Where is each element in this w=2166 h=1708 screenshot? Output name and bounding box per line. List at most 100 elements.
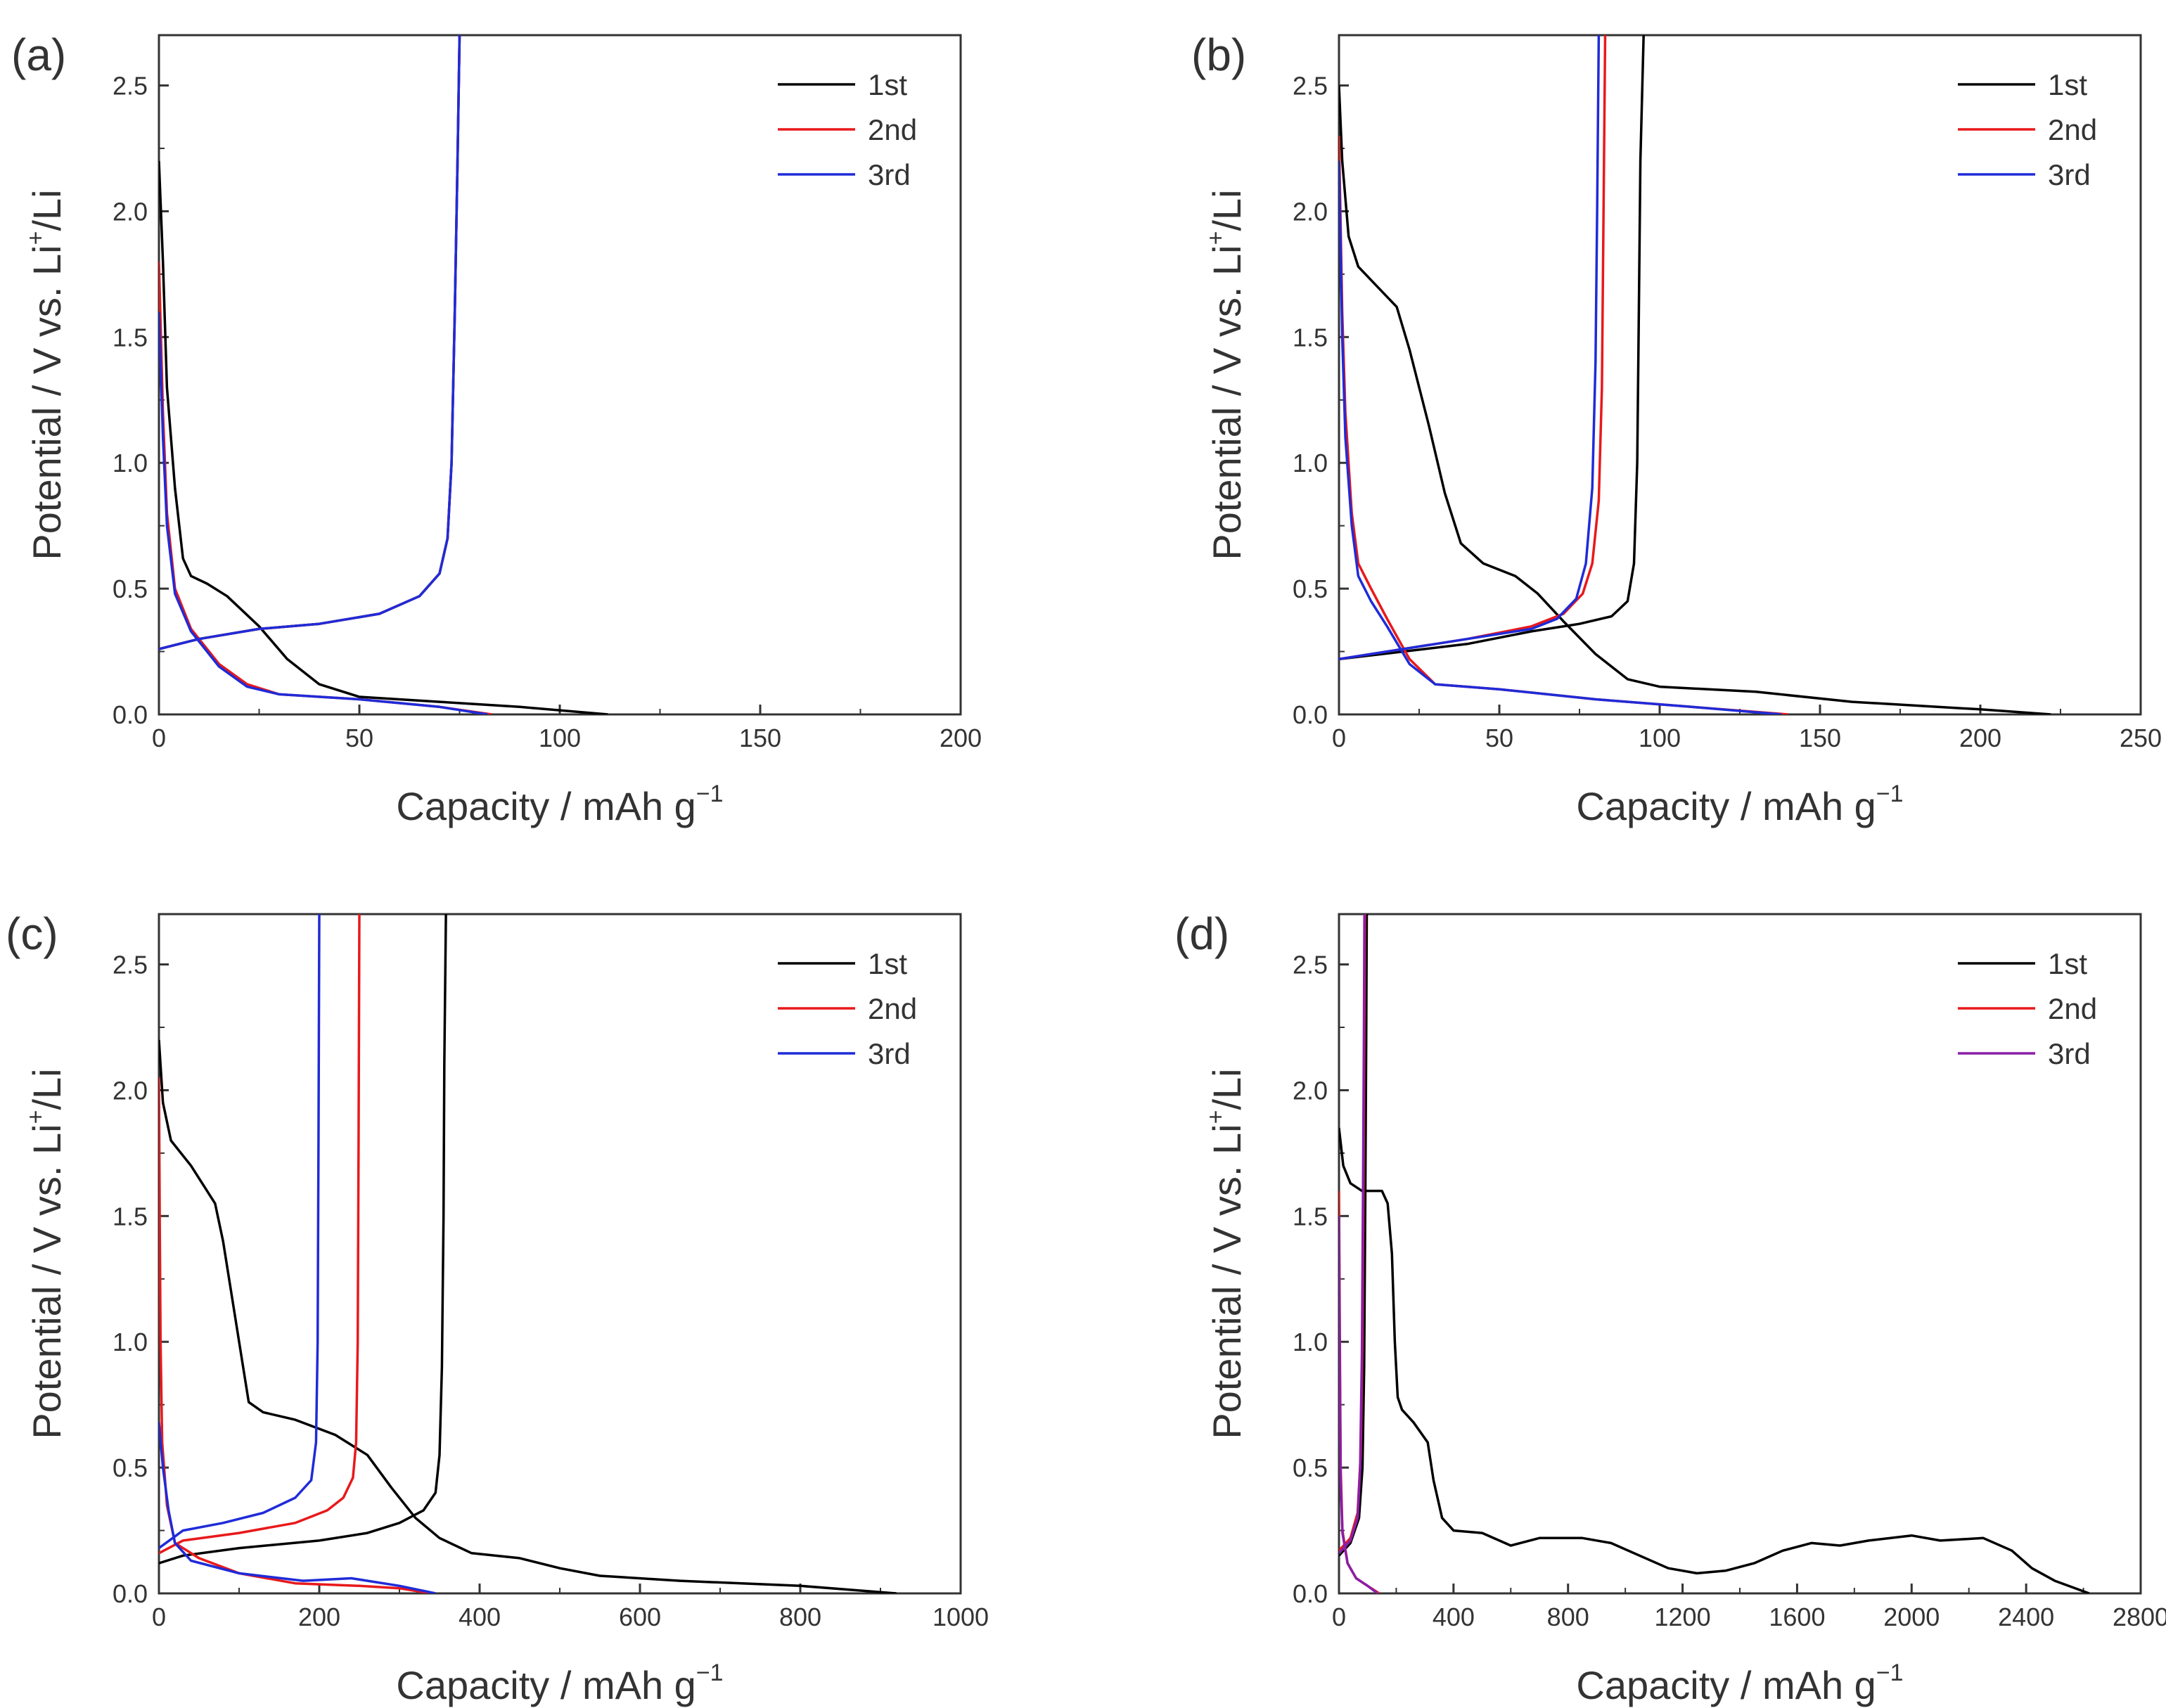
x-tick-label: 2000 (1883, 1603, 1940, 1631)
legend: 1st 2nd 3rd (778, 68, 917, 191)
legend-label: 2nd (2048, 113, 2097, 146)
y-tick-label: 0.5 (1293, 574, 1328, 603)
panel-b: (b) 0 50 100 150 200 250 0.0 0.5 1.0 1.5 2.0 2.5 C… (1191, 30, 2162, 828)
series-1st-discharge-line (159, 1039, 897, 1593)
series-1st-charge-line (159, 914, 447, 1565)
y-tick-label: 2.0 (1293, 1076, 1328, 1105)
legend-label: 1st (2048, 947, 2087, 980)
legend-label: 2nd (868, 113, 917, 146)
series-3rd-charge-line (1339, 35, 1601, 661)
x-tick-label: 0 (1332, 1603, 1346, 1631)
x-tick-label: 150 (739, 724, 781, 752)
x-tick-label: 150 (1799, 724, 1841, 752)
y-tick-label: 0.5 (1293, 1453, 1328, 1482)
x-tick-labels: 0 50 100 150 200 (152, 724, 982, 752)
x-tick-label: 200 (1959, 724, 2001, 752)
panel-label: (d) (1174, 908, 1229, 959)
series-3rd-discharge-line (159, 312, 488, 714)
x-axis-title: Capacity / mAh g−1 (396, 781, 723, 828)
series-2nd-discharge-line (159, 1077, 432, 1593)
y-tick-label: 2.0 (113, 197, 148, 226)
legend-label: 3rd (868, 158, 911, 191)
y-tick-label: 2.5 (113, 72, 148, 101)
x-tick-labels: 0 200 400 600 800 1000 (152, 1603, 989, 1631)
x-tick-label: 100 (539, 724, 581, 752)
x-tick-label: 0 (1332, 724, 1346, 752)
plot-area (159, 914, 897, 1593)
y-axis-title: Potential / V vs. Li+/Li (23, 189, 69, 560)
series-1st-discharge-line (1339, 85, 2051, 714)
panel-label: (b) (1191, 30, 1246, 80)
legend-label: 1st (868, 947, 907, 980)
x-tick-label: 100 (1639, 724, 1681, 752)
legend: 1st 2nd 3rd (1958, 68, 2097, 191)
y-tick-label: 1.5 (1293, 323, 1328, 352)
x-tick-label: 800 (1547, 1603, 1589, 1631)
legend-label: 3rd (2048, 1037, 2091, 1070)
panel-d: (d) 0 400 800 1200 1600 2000 2400 2800 0.0 0.5 1.… (1174, 908, 2166, 1707)
y-tick-label: 0.0 (1293, 1579, 1328, 1608)
legend: 1st 2nd 3rd (778, 947, 917, 1070)
legend-label: 1st (868, 68, 907, 101)
x-tick-label: 1600 (1769, 1603, 1825, 1631)
x-tick-label: 0 (152, 1603, 166, 1631)
axis-ticks (158, 84, 962, 716)
x-tick-label: 1200 (1655, 1603, 1711, 1631)
series-1st-charge-line (1339, 35, 1645, 661)
y-tick-labels: 0.0 0.5 1.0 1.5 2.0 2.5 (1293, 72, 1328, 729)
series-2nd-charge-line (159, 914, 361, 1555)
y-tick-label: 2.0 (1293, 197, 1328, 226)
y-tick-label: 2.0 (113, 1076, 148, 1105)
x-tick-labels: 0 400 800 1200 1600 2000 2400 2800 (1332, 1603, 2166, 1631)
legend: 1st 2nd 3rd (1958, 947, 2097, 1070)
series-3rd-charge-line (159, 914, 321, 1550)
y-tick-label: 1.5 (113, 1202, 148, 1231)
y-axis-title: Potential / V vs. Li+/Li (23, 1068, 69, 1439)
axis-ticks (1338, 963, 2142, 1595)
legend-label: 2nd (868, 992, 917, 1025)
x-axis-title: Capacity / mAh g−1 (396, 1659, 723, 1707)
x-tick-label: 400 (459, 1603, 501, 1631)
x-tick-labels: 0 50 100 150 200 250 (1332, 724, 2162, 752)
y-axis-title: Potential / V vs. Li+/Li (1203, 189, 1249, 560)
panel-label: (c) (6, 908, 58, 959)
y-tick-label: 1.0 (113, 1328, 148, 1356)
y-axis-title: Potential / V vs. Li+/Li (1203, 1068, 1249, 1439)
x-tick-label: 1000 (933, 1603, 989, 1631)
y-tick-labels: 0.0 0.5 1.0 1.5 2.0 2.5 (1293, 951, 1328, 1608)
y-tick-label: 0.5 (113, 1453, 148, 1482)
y-tick-label: 2.5 (113, 951, 148, 980)
legend-label: 1st (2048, 68, 2087, 101)
y-tick-labels: 0.0 0.5 1.0 1.5 2.0 2.5 (113, 72, 148, 729)
y-tick-label: 0.0 (113, 1579, 148, 1608)
x-tick-label: 250 (2120, 724, 2162, 752)
y-tick-label: 1.0 (113, 449, 148, 477)
x-tick-label: 200 (940, 724, 982, 752)
x-tick-label: 800 (779, 1603, 821, 1631)
series-1st-discharge-line (159, 160, 608, 714)
x-tick-label: 50 (1485, 724, 1513, 752)
y-tick-label: 1.5 (1293, 1202, 1328, 1231)
series-3rd-charge-line (1339, 914, 1366, 1554)
series-3rd-charge-line (159, 35, 461, 650)
y-tick-label: 1.0 (1293, 1328, 1328, 1356)
x-tick-label: 0 (152, 724, 166, 752)
series-3rd-discharge-line (159, 1422, 436, 1593)
x-tick-label: 600 (619, 1603, 661, 1631)
y-tick-label: 0.5 (113, 574, 148, 603)
y-tick-label: 2.5 (1293, 72, 1328, 101)
legend-label: 3rd (2048, 158, 2091, 191)
x-axis-title: Capacity / mAh g−1 (1576, 781, 1903, 828)
panel-label: (a) (11, 30, 66, 80)
legend-label: 3rd (868, 1037, 911, 1070)
plot-area (159, 35, 608, 714)
y-tick-labels: 0.0 0.5 1.0 1.5 2.0 2.5 (113, 951, 148, 1608)
x-tick-label: 200 (298, 1603, 340, 1631)
panel-a: (a) 0 50 100 150 200 0.0 0.5 1.0 1.5 2.0 2.5 Capa… (11, 30, 982, 828)
plot-area (1339, 914, 2090, 1593)
y-tick-label: 1.5 (113, 323, 148, 352)
y-tick-label: 0.0 (1293, 700, 1328, 729)
y-tick-label: 2.5 (1293, 951, 1328, 980)
series-3rd-discharge-line (1339, 160, 1782, 714)
